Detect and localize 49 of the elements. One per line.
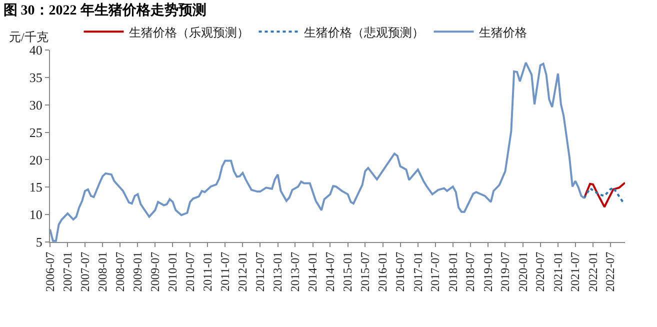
y-tick-label: 30: [29, 97, 42, 112]
x-tick-label: 2012-01: [236, 252, 250, 292]
x-tick-label: 2014-07: [323, 252, 338, 292]
x-tick-label: 2012-07: [253, 252, 268, 292]
x-tick-label: 2022-07: [603, 252, 618, 292]
y-tick-label: 10: [29, 207, 42, 222]
x-tick-label: 2017-01: [410, 252, 425, 292]
y-tick-label: 5: [36, 234, 42, 250]
y-tick-label: 40: [29, 42, 42, 58]
x-tick-label: 2022-01: [586, 252, 600, 292]
x-tick-label: 2020-01: [516, 252, 530, 292]
line-series: [50, 62, 586, 242]
x-tick-label: 2021-07: [568, 252, 582, 292]
x-tick-label: 2020-07: [533, 252, 548, 292]
x-tick-label: 2018-07: [463, 252, 478, 292]
x-tick-label: 2014-01: [306, 252, 320, 292]
y-tick-label: 35: [29, 70, 42, 85]
x-tick-label: 2006-07: [42, 252, 57, 292]
legend-label: 生猪价格（乐观预测）: [128, 25, 249, 40]
x-tick-label: 2008-01: [96, 252, 110, 292]
line-series: [583, 186, 625, 202]
x-tick-label: 2010-07: [182, 252, 197, 292]
legend-label: 生猪价格: [478, 25, 527, 40]
x-tick-label: 2009-01: [130, 252, 145, 292]
x-tick-label: 2017-07: [428, 252, 442, 292]
x-tick-label: 2018-01: [446, 252, 460, 292]
x-tick-label: 2007-07: [78, 252, 92, 292]
x-tick-label: 2013-01: [270, 252, 285, 292]
x-tick-label: 2011-01: [200, 252, 215, 292]
y-tick-label: 15: [29, 180, 42, 195]
x-tick-label: 2009-07: [148, 252, 162, 292]
x-tick-label: 2019-01: [480, 252, 495, 292]
x-tick-label: 2013-07: [288, 252, 302, 292]
x-tick-label: 2010-01: [166, 252, 180, 292]
line-series: [583, 182, 625, 208]
x-tick-label: 2016-01: [376, 252, 390, 292]
x-tick-label: 2021-01: [550, 252, 565, 292]
x-tick-label: 2011-07: [218, 252, 232, 292]
x-tick-label: 2015-07: [358, 252, 372, 292]
chart-title: 图 30：2022 年生猪价格走势预测: [3, 2, 206, 19]
legend-label: 生猪价格（悲观预测）: [304, 25, 424, 40]
y-tick-label: 25: [29, 124, 42, 140]
x-tick-label: 2015-01: [340, 252, 355, 292]
x-tick-label: 2007-01: [60, 252, 75, 292]
x-tick-label: 2019-07: [498, 252, 512, 292]
x-tick-label: 2016-07: [393, 252, 408, 292]
y-axis-title: 元/千克: [9, 30, 48, 44]
y-tick-label: 20: [29, 152, 42, 168]
x-tick-label: 2008-07: [112, 252, 127, 292]
